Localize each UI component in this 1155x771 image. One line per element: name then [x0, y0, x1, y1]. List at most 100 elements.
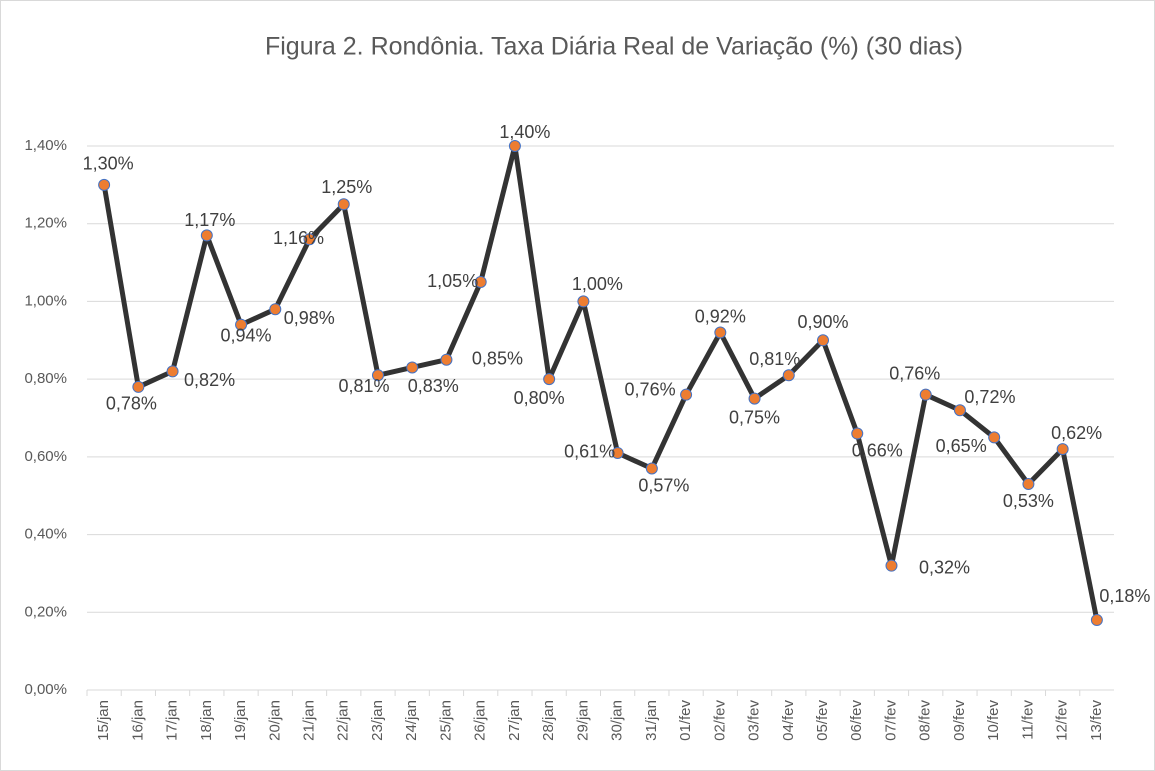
data-label: 0,18% [1099, 586, 1150, 606]
x-tick-label: 03/fev [746, 700, 763, 741]
x-tick-label: 20/jan [266, 700, 283, 741]
data-point [577, 295, 590, 308]
x-tick-label: 16/jan [129, 700, 146, 741]
x-tick-label: 08/fev [917, 700, 934, 741]
x-tick-label: 13/fev [1088, 700, 1105, 741]
x-tick-label: 22/jan [335, 700, 352, 741]
y-tick-label: 0,20% [24, 603, 67, 620]
y-tick-label: 0,00% [24, 681, 67, 698]
chart-title: Figura 2. Rondônia. Taxa Diária Real de … [265, 33, 963, 61]
data-point [508, 140, 521, 152]
y-tick-label: 0,80% [24, 370, 67, 387]
data-label: 0,90% [797, 312, 848, 332]
x-tick-label: 12/fev [1054, 700, 1071, 741]
data-point [98, 178, 111, 191]
y-tick-label: 1,40% [24, 137, 67, 154]
data-label: 0,92% [695, 306, 746, 326]
data-label: 1,00% [572, 274, 623, 294]
x-tick-label: 17/jan [164, 700, 181, 741]
x-tick-label: 01/fev [677, 700, 694, 741]
data-label: 1,05% [427, 271, 478, 291]
x-tick-label: 18/jan [198, 700, 215, 741]
data-label: 0,85% [472, 348, 523, 368]
data-label: 0,82% [184, 370, 235, 390]
data-point [680, 388, 693, 401]
x-tick-label: 15/jan [95, 700, 112, 741]
y-tick-label: 0,60% [24, 448, 67, 465]
data-label: 1,40% [499, 122, 550, 142]
data-point [269, 303, 282, 316]
data-point [1090, 614, 1103, 627]
data-point [645, 462, 658, 475]
x-tick-label: 19/jan [232, 700, 249, 741]
x-tick-label: 31/jan [643, 700, 660, 741]
x-tick-label: 24/jan [403, 700, 420, 741]
data-point [1022, 478, 1035, 491]
data-point [885, 559, 898, 572]
x-tick-label: 29/jan [574, 700, 591, 741]
data-point [235, 318, 248, 331]
data-label: 0,61% [564, 442, 615, 462]
data-point [919, 388, 932, 401]
data-label: 0,81% [338, 376, 389, 396]
data-point [851, 427, 864, 440]
data-label: 0,66% [852, 440, 903, 460]
data-label: 0,72% [964, 387, 1015, 407]
data-label: 0,32% [919, 557, 970, 577]
x-tick-label: 21/jan [300, 700, 317, 741]
data-point [406, 361, 419, 374]
data-label: 0,62% [1051, 423, 1102, 443]
x-tick-label: 02/fev [711, 700, 728, 741]
data-label: 0,76% [625, 379, 676, 399]
data-point [543, 373, 556, 386]
x-tick-label: 07/fev [882, 700, 899, 741]
x-tick-label: 11/fev [1019, 700, 1036, 740]
data-point [200, 229, 213, 242]
data-point [132, 380, 145, 393]
x-tick-label: 26/jan [472, 700, 489, 741]
data-point [953, 404, 966, 417]
x-tick-label: 23/jan [369, 700, 386, 741]
y-tick-label: 1,00% [24, 292, 67, 309]
data-label: 1,25% [321, 177, 372, 197]
data-point [748, 392, 761, 405]
data-label: 0,80% [514, 388, 565, 408]
x-tick-label: 06/fev [848, 700, 865, 741]
data-label: 1,16% [273, 228, 324, 248]
data-point [1056, 443, 1069, 456]
x-tick-label: 04/fev [780, 700, 797, 741]
series-line [101, 143, 1100, 621]
data-label: 1,17% [184, 210, 235, 230]
x-tick-label: 25/jan [437, 700, 454, 741]
y-tick-label: 0,40% [24, 526, 67, 543]
data-label: 0,83% [408, 376, 459, 396]
data-point [440, 353, 453, 366]
data-label: 0,98% [284, 308, 335, 328]
data-label: 0,94% [221, 325, 272, 345]
data-label: 0,53% [1003, 491, 1054, 511]
x-tick-label: 10/fev [985, 700, 1002, 741]
data-label: 1,30% [83, 154, 134, 174]
data-point [166, 365, 179, 378]
x-tick-label: 27/jan [506, 700, 523, 741]
y-tick-label: 1,20% [24, 215, 67, 232]
data-label: 0,81% [749, 349, 800, 369]
data-point [611, 446, 624, 459]
data-label: 0,78% [106, 394, 157, 414]
data-label: 0,57% [638, 475, 689, 495]
x-tick-label: 30/jan [609, 700, 626, 741]
x-tick-label: 05/fev [814, 700, 831, 741]
data-point [817, 334, 830, 347]
data-label: 0,75% [729, 407, 780, 427]
data-point [782, 369, 795, 382]
data-point [988, 431, 1001, 444]
data-point [303, 233, 316, 246]
data-label: 0,76% [889, 363, 940, 383]
data-point [371, 369, 384, 382]
data-point [337, 198, 350, 211]
x-tick-label: 09/fev [951, 700, 968, 741]
data-point [714, 326, 727, 339]
x-tick-label: 28/jan [540, 700, 557, 741]
